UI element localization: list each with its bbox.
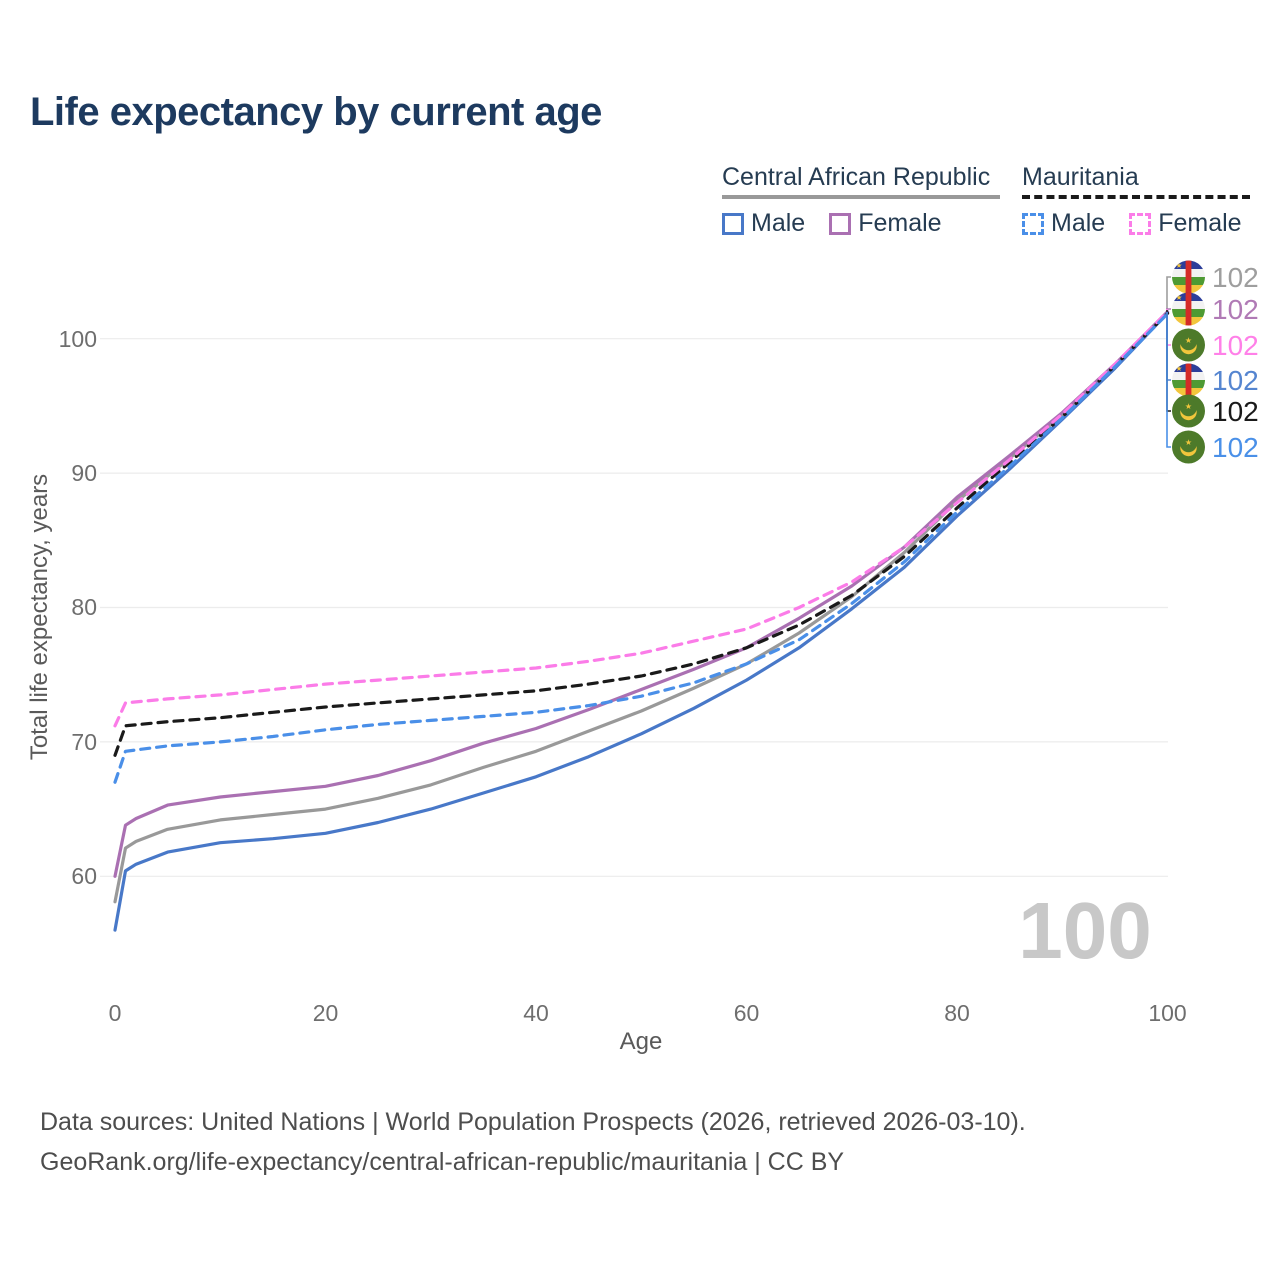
series-line-car-male[interactable]	[113, 311, 1170, 932]
series-line-mrt-both[interactable]	[113, 311, 1170, 757]
page-title: Life expectancy by current age	[30, 90, 602, 134]
central-african-republic-flag-icon	[1172, 293, 1205, 326]
legend-line-sample-solid	[722, 195, 1000, 199]
legend-group-mauritania: Mauritania Male Female	[1022, 163, 1250, 238]
y-tick: 60	[71, 863, 97, 889]
end-value-label[interactable]: 102	[1212, 294, 1259, 325]
mauritania-flag-icon	[1172, 395, 1205, 428]
mrt-male-swatch-icon	[1022, 212, 1044, 235]
mauritania-flag-icon	[1172, 329, 1205, 362]
end-value-label[interactable]: 102	[1212, 432, 1259, 463]
legend-item-mrt-female[interactable]: Female	[1129, 209, 1242, 238]
x-tick: 80	[944, 1000, 970, 1026]
end-value-label[interactable]: 102	[1212, 330, 1259, 361]
legend-group-central-african-republic: Central African Republic Male Female	[722, 163, 1000, 238]
series-line-mrt-female[interactable]	[113, 310, 1170, 728]
end-value-label[interactable]: 102	[1212, 365, 1259, 396]
x-tick: 40	[523, 1000, 549, 1026]
x-tick: 20	[313, 1000, 339, 1026]
central-african-republic-flag-icon	[1172, 261, 1205, 294]
attribution-link-text[interactable]: GeoRank.org/life-expectancy/central-afri…	[40, 1148, 845, 1176]
end-value-label[interactable]: 102	[1212, 262, 1259, 293]
x-tick: 100	[1148, 1000, 1186, 1026]
x-axis-ticks: 0 20 40 60 80 100	[109, 1000, 1187, 1026]
x-axis-title: Age	[620, 1028, 663, 1055]
y-axis-ticks: 60 70 80 90 100	[59, 326, 97, 889]
end-label-leader-line	[1166, 308, 1171, 310]
legend-item-mrt-male[interactable]: Male	[1022, 209, 1105, 238]
legend-item-car-female[interactable]: Female	[829, 209, 942, 238]
data-sources-text: Data sources: United Nations | World Pop…	[40, 1108, 1026, 1136]
x-tick: 0	[109, 1000, 122, 1026]
x-tick: 60	[734, 1000, 760, 1026]
y-axis-title: Total life expectancy, years	[26, 474, 53, 760]
gridlines	[100, 338, 1168, 877]
mrt-female-swatch-icon	[1129, 212, 1152, 235]
age-watermark: 100	[1018, 886, 1151, 975]
y-tick: 90	[71, 460, 97, 486]
legend-country-label[interactable]: Central African Republic	[722, 163, 991, 191]
end-label-leader-line	[1166, 276, 1171, 309]
legend-item-label: Female	[1158, 209, 1242, 237]
y-tick: 100	[59, 326, 97, 352]
legend-item-label: Male	[1051, 209, 1106, 237]
y-tick: 70	[71, 729, 97, 755]
legend-item-car-male[interactable]: Male	[722, 209, 805, 238]
series-line-car-female[interactable]	[113, 310, 1170, 878]
series-line-mrt-male[interactable]	[113, 312, 1170, 784]
end-label-leader-line	[1166, 312, 1171, 448]
car-male-swatch-icon	[722, 212, 744, 235]
legend-item-label: Male	[751, 209, 806, 237]
legend-item-label: Female	[858, 209, 942, 237]
central-african-republic-flag-icon	[1172, 364, 1205, 397]
legend-country-label[interactable]: Mauritania	[1022, 163, 1139, 191]
end-value-label[interactable]: 102	[1212, 396, 1259, 427]
car-female-swatch-icon	[829, 212, 852, 235]
y-tick: 80	[71, 594, 97, 620]
series-lines	[113, 310, 1170, 932]
mauritania-flag-icon	[1172, 431, 1205, 464]
legend-line-sample-dashed	[1022, 195, 1250, 199]
series-line-car-both[interactable]	[113, 310, 1170, 904]
